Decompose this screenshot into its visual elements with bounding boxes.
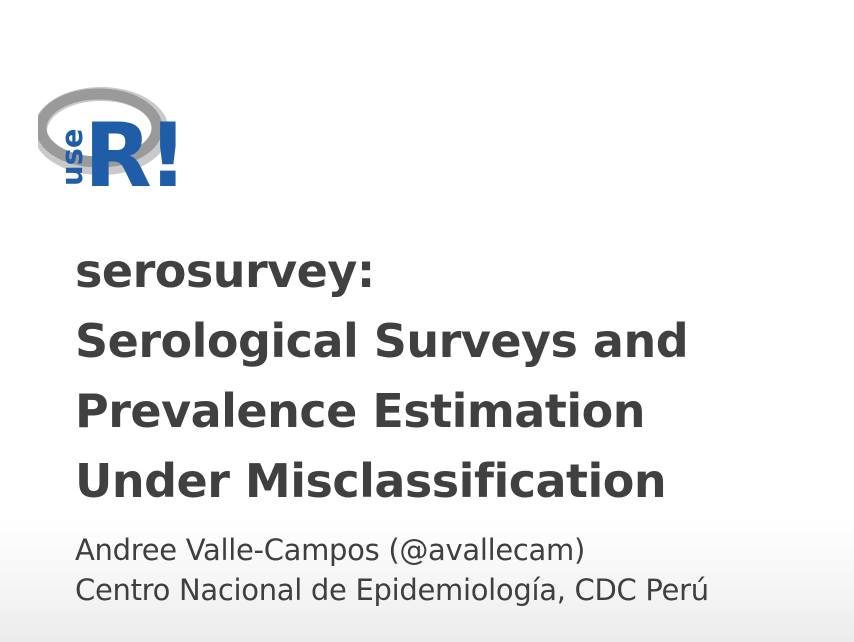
logo-text-use: use <box>55 128 89 186</box>
title-line-2: Serological Surveys and <box>75 314 689 368</box>
logo-text-r: R! <box>84 104 183 192</box>
author-name: Andree Valle-Campos (@avallecam) <box>75 533 585 567</box>
title-line-3: Prevalence Estimation <box>75 384 645 438</box>
title-line-4: Under Misclassification <box>75 454 667 508</box>
presentation-title: serosurvey: Serological Surveys and Prev… <box>75 236 835 516</box>
title-line-1: serosurvey: <box>75 244 375 298</box>
author-block: Andree Valle-Campos (@avallecam) Centro … <box>75 530 835 610</box>
user-conference-logo: use R! <box>38 87 183 192</box>
author-affiliation: Centro Nacional de Epidemiología, CDC Pe… <box>75 573 709 607</box>
